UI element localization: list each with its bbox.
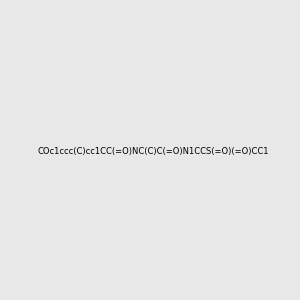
- Text: COc1ccc(C)cc1CC(=O)NC(C)C(=O)N1CCS(=O)(=O)CC1: COc1ccc(C)cc1CC(=O)NC(C)C(=O)N1CCS(=O)(=…: [38, 147, 269, 156]
